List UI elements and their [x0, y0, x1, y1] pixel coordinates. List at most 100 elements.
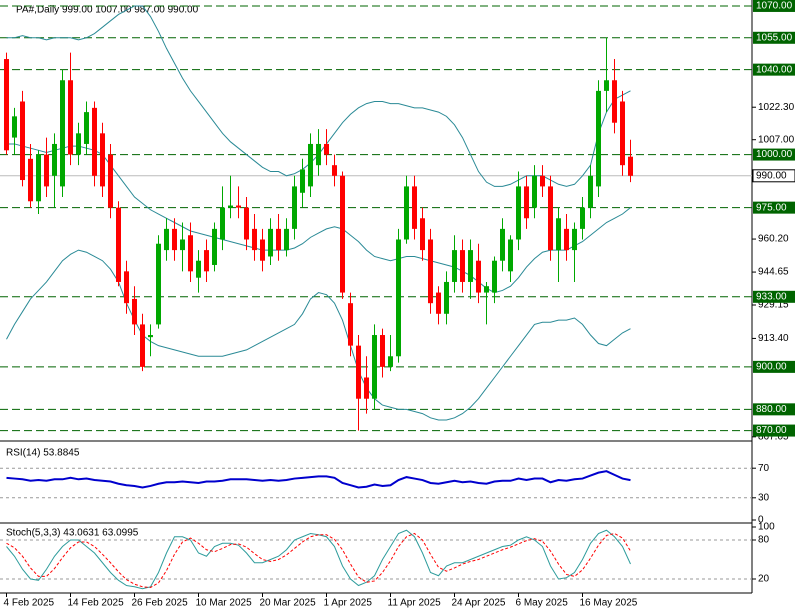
- candle-body: [468, 250, 473, 282]
- candle-body: [180, 239, 185, 251]
- y-tick-label: 70: [758, 463, 770, 474]
- candle-body: [444, 281, 449, 314]
- candle-body: [284, 228, 289, 251]
- y-tick-label: 1007.00: [758, 134, 795, 145]
- level-label-box: [753, 360, 795, 373]
- candle-body: [460, 250, 465, 282]
- candle-body: [364, 377, 369, 399]
- candle-body: [60, 80, 65, 187]
- candle-body: [4, 59, 9, 151]
- candle-body: [372, 335, 377, 399]
- candle-body: [300, 169, 305, 193]
- candle-body: [244, 207, 249, 240]
- candle-body: [340, 175, 345, 293]
- candle-body: [564, 228, 569, 251]
- candle-body: [164, 228, 169, 251]
- level-label-box: [753, 403, 795, 416]
- candle-body: [316, 143, 321, 166]
- candle-body: [172, 228, 177, 251]
- candle-body: [588, 175, 593, 208]
- candle-body: [348, 303, 353, 346]
- y-tick-label: 1022.30: [758, 102, 795, 113]
- candle-body: [236, 205, 241, 208]
- level-label: 880.00: [756, 404, 787, 415]
- candle-body: [540, 175, 545, 187]
- candle-body: [396, 239, 401, 357]
- candle-body: [20, 101, 25, 181]
- indicator-line: [6, 529, 631, 590]
- candle-body: [500, 228, 505, 261]
- candle-body: [44, 154, 49, 187]
- candle-body: [404, 186, 409, 240]
- level-label: 933.00: [756, 291, 787, 302]
- x-tick-label: 24 Apr 2025: [452, 598, 506, 609]
- indicator-line: [6, 532, 631, 588]
- candle-body: [116, 207, 121, 282]
- x-tick-label: 14 Feb 2025: [68, 598, 125, 609]
- x-tick-label: 26 Feb 2025: [132, 598, 189, 609]
- candle-body: [604, 80, 609, 91]
- level-label: 1040.00: [756, 64, 793, 75]
- x-tick-label: 20 Mar 2025: [260, 598, 317, 609]
- x-tick-label: 4 Feb 2025: [4, 598, 55, 609]
- candle-body: [36, 154, 41, 202]
- candle-body: [572, 228, 577, 251]
- candle-body: [12, 116, 17, 138]
- y-tick-label: 929.15: [758, 300, 789, 311]
- candle-body: [252, 228, 257, 251]
- level-label-box: [753, 63, 795, 76]
- candle-body: [436, 292, 441, 314]
- level-label-box: [753, 148, 795, 161]
- candle-body: [524, 186, 529, 219]
- candle-body: [596, 90, 601, 187]
- candle-body: [420, 218, 425, 251]
- bollinger-band: [6, 249, 631, 421]
- candle-body: [476, 260, 481, 293]
- candle-body: [100, 133, 105, 187]
- y-tick-label: 100: [758, 522, 775, 533]
- level-label-box: [753, 290, 795, 303]
- y-tick-label: 80: [758, 535, 770, 546]
- y-tick-label: 0: [758, 515, 764, 526]
- candle-body: [380, 335, 385, 367]
- level-label: 1070.00: [756, 1, 793, 12]
- current-price-label: 990.00: [756, 170, 787, 181]
- level-label: 900.00: [756, 362, 787, 373]
- candle-body: [108, 154, 113, 208]
- candle-body: [356, 345, 361, 399]
- candle-body: [428, 239, 433, 304]
- candle-body: [484, 286, 489, 293]
- candle-body: [260, 239, 265, 261]
- candle-body: [52, 143, 57, 176]
- candle-body: [532, 175, 537, 208]
- level-label: 975.00: [756, 202, 787, 213]
- level-label-box: [753, 0, 795, 12]
- level-label-box: [753, 201, 795, 214]
- candle-body: [412, 186, 417, 229]
- candle-body: [516, 186, 521, 240]
- x-tick-label: 16 May 2025: [580, 598, 638, 609]
- x-tick-label: 10 Mar 2025: [196, 598, 253, 609]
- y-tick-label: 30: [758, 492, 770, 503]
- candle-body: [548, 186, 553, 251]
- y-tick-label: 913.40: [758, 333, 789, 344]
- y-tick-label: 20: [758, 574, 770, 585]
- y-tick-label: 960.20: [758, 234, 789, 245]
- candle-body: [292, 186, 297, 229]
- candle-body: [68, 80, 73, 155]
- level-label: 870.00: [756, 425, 787, 436]
- x-tick-label: 6 May 2025: [516, 598, 569, 609]
- candle-body: [324, 143, 329, 155]
- level-label-box: [753, 31, 795, 44]
- candle-body: [228, 205, 233, 208]
- chart-title: PA#,Daily 999.00 1007.00 987.00 990.00: [16, 5, 199, 16]
- y-tick-label: 867.05: [758, 431, 789, 442]
- candle-body: [612, 80, 617, 123]
- rsi-title: RSI(14) 53.8845: [6, 448, 80, 459]
- candle-body: [148, 335, 153, 338]
- candle-body: [92, 107, 97, 176]
- x-tick-label: 11 Apr 2025: [388, 598, 442, 609]
- x-tick-label: 1 Apr 2025: [324, 598, 373, 609]
- y-tick-label: 944.65: [758, 267, 789, 278]
